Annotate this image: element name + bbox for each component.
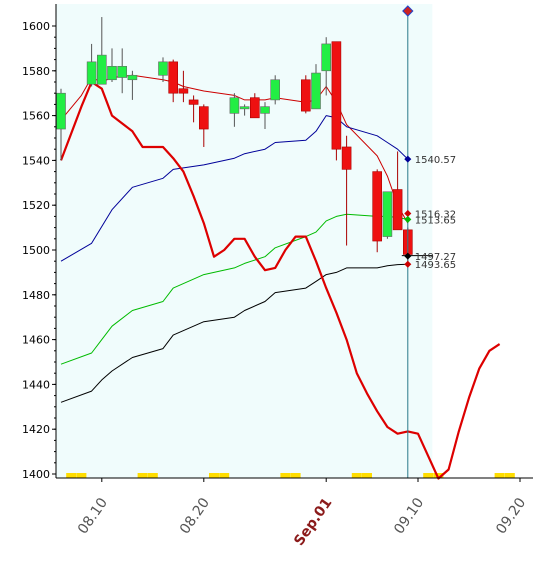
candle bbox=[117, 48, 127, 94]
candle bbox=[392, 151, 403, 231]
candle-body bbox=[56, 92, 66, 130]
candle-body bbox=[321, 43, 332, 72]
value-marker bbox=[404, 260, 412, 268]
value-marker bbox=[404, 155, 412, 163]
y-tick-label: 1460 bbox=[22, 334, 50, 347]
candle-body bbox=[260, 106, 270, 114]
weekend-marker bbox=[290, 473, 301, 478]
candle-body bbox=[239, 106, 250, 110]
candle bbox=[382, 191, 393, 239]
candle-body bbox=[250, 97, 260, 119]
candle-body bbox=[117, 66, 127, 78]
series-line-1 bbox=[60, 115, 409, 262]
candle bbox=[199, 104, 209, 147]
value-label: 1513.65 bbox=[415, 215, 456, 226]
candle-body bbox=[127, 74, 138, 81]
weekend-marker bbox=[494, 473, 505, 478]
candle-body bbox=[97, 54, 107, 85]
candle bbox=[107, 48, 117, 82]
value-marker bbox=[404, 215, 412, 223]
candle bbox=[300, 75, 311, 114]
candle-body bbox=[300, 79, 311, 112]
candle bbox=[331, 41, 342, 161]
candle-body bbox=[270, 79, 281, 101]
y-tick-label: 1400 bbox=[22, 468, 50, 481]
weekend-marker bbox=[433, 473, 444, 478]
candle-body bbox=[382, 191, 393, 237]
y-tick-label: 1420 bbox=[22, 423, 50, 436]
y-tick-label: 1480 bbox=[22, 289, 50, 302]
indicator-lines bbox=[59, 74, 501, 480]
value-label: 1497.27 bbox=[415, 252, 456, 263]
weekend-marker bbox=[147, 473, 158, 478]
candle-body bbox=[107, 66, 117, 81]
y-tick-label: 1600 bbox=[22, 20, 50, 33]
weekend-marker bbox=[280, 473, 291, 478]
series-line-2 bbox=[60, 213, 408, 365]
candle-body bbox=[392, 189, 403, 231]
candle bbox=[188, 95, 199, 123]
candle bbox=[311, 64, 321, 110]
weekend-marker bbox=[219, 473, 230, 478]
top-diamond-marker bbox=[402, 5, 414, 17]
y-tick-label: 1540 bbox=[22, 154, 50, 167]
candle bbox=[86, 43, 97, 87]
candle bbox=[250, 93, 260, 119]
weekend-marker bbox=[76, 473, 87, 478]
candles bbox=[56, 17, 413, 266]
candle-body bbox=[199, 106, 209, 130]
candle bbox=[239, 104, 250, 116]
candle bbox=[372, 169, 383, 253]
candle-body bbox=[188, 99, 199, 105]
value-label: 1493.65 bbox=[415, 260, 456, 271]
candle bbox=[341, 135, 352, 246]
candle bbox=[97, 17, 107, 85]
x-tick-label: 09.20 bbox=[493, 495, 529, 537]
value-label: 1540.57 bbox=[415, 155, 456, 166]
candle-body bbox=[341, 146, 352, 170]
candle-body bbox=[229, 97, 240, 114]
weekend-marker bbox=[362, 473, 372, 478]
candle-body bbox=[372, 171, 383, 242]
value-label: 1516.32 bbox=[415, 209, 456, 220]
candle bbox=[127, 70, 138, 100]
candle bbox=[168, 59, 178, 103]
candle bbox=[229, 93, 240, 127]
candle-body bbox=[311, 72, 321, 110]
weekend-marker bbox=[423, 473, 434, 478]
plot-background-future bbox=[432, 4, 533, 478]
x-tick-label: 09.10 bbox=[391, 495, 427, 537]
y-tick-label: 1580 bbox=[22, 65, 50, 78]
weekend-marker bbox=[137, 473, 148, 478]
candle bbox=[158, 57, 168, 82]
series-line-3 bbox=[60, 263, 408, 403]
y-tick-label: 1440 bbox=[22, 378, 50, 391]
y-tick-label: 1560 bbox=[22, 110, 50, 123]
x-tick-label: 08.20 bbox=[177, 495, 213, 537]
weekend-marker bbox=[209, 473, 219, 478]
weekend-marker bbox=[66, 473, 77, 478]
series-line-4 bbox=[59, 80, 501, 480]
y-tick-label: 1520 bbox=[22, 199, 50, 212]
candle-body bbox=[86, 61, 97, 85]
y-tick-label: 1500 bbox=[22, 244, 50, 257]
candle bbox=[270, 75, 281, 105]
value-marker bbox=[404, 252, 412, 260]
candle bbox=[178, 70, 189, 103]
weekend-markers bbox=[66, 473, 515, 478]
weekend-marker bbox=[351, 473, 362, 478]
candle bbox=[321, 37, 332, 96]
weekend-marker bbox=[504, 473, 515, 478]
candle-body bbox=[158, 61, 168, 76]
candle-body bbox=[178, 88, 189, 94]
candle-body bbox=[331, 41, 342, 150]
x-tick-label: Sep.01 bbox=[291, 495, 335, 549]
candle bbox=[260, 102, 270, 130]
x-tick-label: 08.10 bbox=[75, 495, 111, 537]
value-marker bbox=[404, 209, 412, 217]
candle-body bbox=[168, 61, 178, 94]
